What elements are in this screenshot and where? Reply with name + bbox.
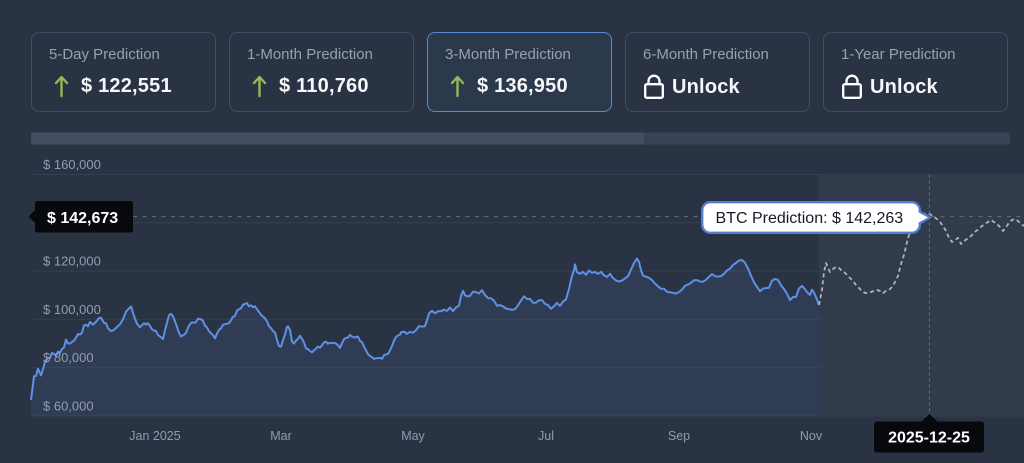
svg-text:$ 60,000: $ 60,000: [43, 399, 94, 414]
svg-text:Nov: Nov: [800, 429, 823, 443]
svg-text:Sep: Sep: [668, 429, 690, 443]
svg-text:BTC Prediction: $ 142,263: BTC Prediction: $ 142,263: [716, 210, 904, 227]
svg-text:$ 120,000: $ 120,000: [43, 254, 101, 269]
svg-text:2025-12-25: 2025-12-25: [888, 430, 970, 447]
svg-text:Jul: Jul: [538, 429, 554, 443]
svg-text:$ 100,000: $ 100,000: [43, 302, 101, 317]
svg-text:May: May: [401, 429, 425, 443]
svg-text:$ 160,000: $ 160,000: [43, 157, 101, 172]
svg-text:Mar: Mar: [270, 429, 292, 443]
svg-text:$ 80,000: $ 80,000: [43, 350, 94, 365]
svg-text:Jan 2025: Jan 2025: [129, 429, 180, 443]
svg-text:$ 142,673: $ 142,673: [47, 210, 118, 227]
